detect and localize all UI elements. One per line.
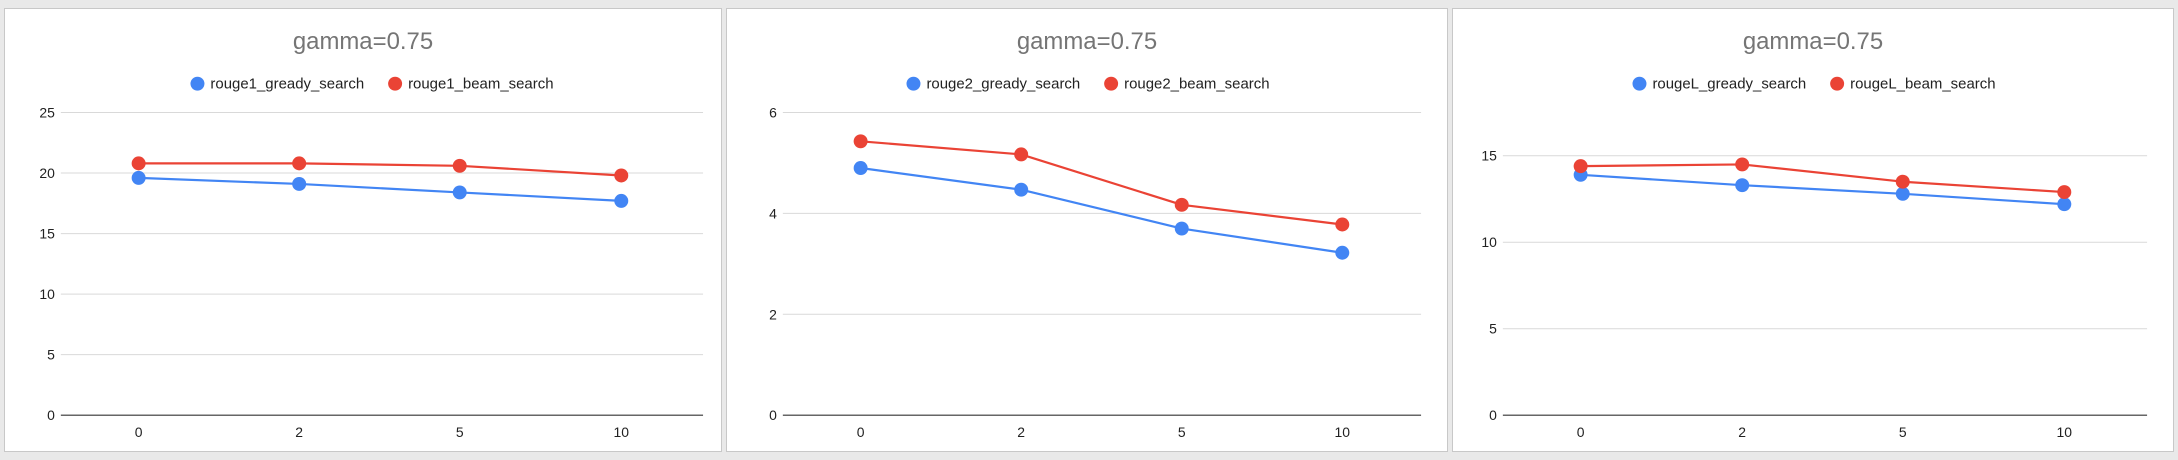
chart-panel-rouge1: gamma=0.75 0 5 10 15 20 25 0 2 5 10 rouge1_gready_…: [4, 8, 722, 452]
data-point: [1735, 178, 1750, 193]
legend-marker-1: [1830, 76, 1845, 91]
legend-label-1: rougeL_beam_search: [1850, 76, 1995, 93]
x-tick-label: 5: [456, 424, 464, 440]
y-tick-label: 0: [47, 407, 55, 423]
series-line-1: [860, 140, 1343, 226]
legend-label-0: rouge2_gready_search: [926, 76, 1080, 93]
y-tick-label: 4: [769, 205, 777, 221]
y-tick-label: 0: [1489, 407, 1497, 423]
data-point: [131, 156, 146, 171]
chart-panel-rouge2: gamma=0.75 0 2 4 6 0 2 5 10 rouge2_gready_search…: [726, 8, 1448, 452]
legend-marker-0: [190, 76, 205, 91]
data-point: [853, 161, 868, 175]
data-point: [1735, 157, 1750, 172]
series-line-0: [1580, 173, 2065, 206]
chart-title: gamma=0.75: [293, 28, 433, 55]
y-tick-label: 15: [1481, 148, 1497, 164]
data-point: [292, 156, 307, 171]
series-line-0: [860, 166, 1343, 254]
data-point: [1014, 147, 1029, 162]
chart-panel-rougeL: gamma=0.75 0 5 10 15 0 2 5 10 rougeL_gready_sear…: [1452, 8, 2174, 452]
x-tick-label: 2: [295, 424, 303, 440]
series-line-1: [1580, 163, 2065, 194]
data-point: [853, 134, 868, 149]
data-point: [1174, 197, 1189, 212]
y-tick-label: 10: [39, 286, 55, 302]
x-tick-label: 0: [1577, 424, 1585, 440]
y-tick-label: 2: [769, 306, 777, 322]
legend-label-0: rouge1_gready_search: [210, 76, 364, 93]
data-point: [614, 168, 629, 183]
data-point: [1895, 174, 1910, 189]
data-point: [1573, 159, 1588, 174]
legend-marker-1: [1104, 76, 1119, 91]
legend-label-1: rouge2_beam_search: [1124, 76, 1269, 93]
data-point: [2057, 197, 2072, 212]
y-tick-label: 0: [769, 407, 777, 423]
chart-title: gamma=0.75: [1017, 28, 1157, 55]
legend-marker-0: [1632, 76, 1647, 91]
x-tick-label: 5: [1178, 424, 1186, 440]
y-tick-label: 20: [39, 165, 55, 181]
series-line-0: [138, 176, 622, 202]
data-point: [1174, 221, 1189, 236]
chart-title: gamma=0.75: [1743, 28, 1883, 55]
data-point: [1335, 217, 1350, 232]
data-point: [452, 185, 467, 200]
series-line-1: [138, 162, 622, 177]
y-tick-label: 25: [39, 105, 55, 121]
y-tick-label: 10: [1481, 234, 1497, 250]
y-tick-label: 15: [39, 226, 55, 242]
data-point: [1895, 186, 1910, 201]
x-tick-label: 10: [2057, 424, 2073, 440]
y-tick-label: 6: [769, 105, 777, 121]
chart-rougeL: gamma=0.75 0 5 10 15 0 2 5 10 rougeL_gready_sear…: [1481, 28, 2148, 440]
x-tick-label: 2: [1017, 424, 1025, 440]
x-tick-label: 10: [614, 424, 630, 440]
y-tick-label: 5: [47, 347, 55, 363]
x-tick-label: 2: [1738, 424, 1746, 440]
legend-marker-1: [388, 76, 403, 91]
data-point: [2057, 185, 2072, 200]
x-tick-label: 5: [1899, 424, 1907, 440]
data-point: [452, 158, 467, 173]
data-point: [1014, 182, 1029, 197]
chart-rouge2: gamma=0.75 0 2 4 6 0 2 5 10 rouge2_gready_search…: [769, 28, 1422, 440]
legend-marker-0: [906, 76, 921, 91]
x-tick-label: 0: [857, 424, 865, 440]
x-tick-label: 0: [135, 424, 143, 440]
y-tick-label: 5: [1489, 321, 1497, 337]
x-tick-label: 10: [1335, 424, 1351, 440]
data-point: [292, 176, 307, 191]
legend-label-1: rouge1_beam_search: [408, 76, 553, 93]
data-point: [131, 170, 146, 185]
data-point: [614, 193, 629, 208]
data-point: [1335, 245, 1350, 260]
legend-label-0: rougeL_gready_search: [1652, 76, 1806, 93]
